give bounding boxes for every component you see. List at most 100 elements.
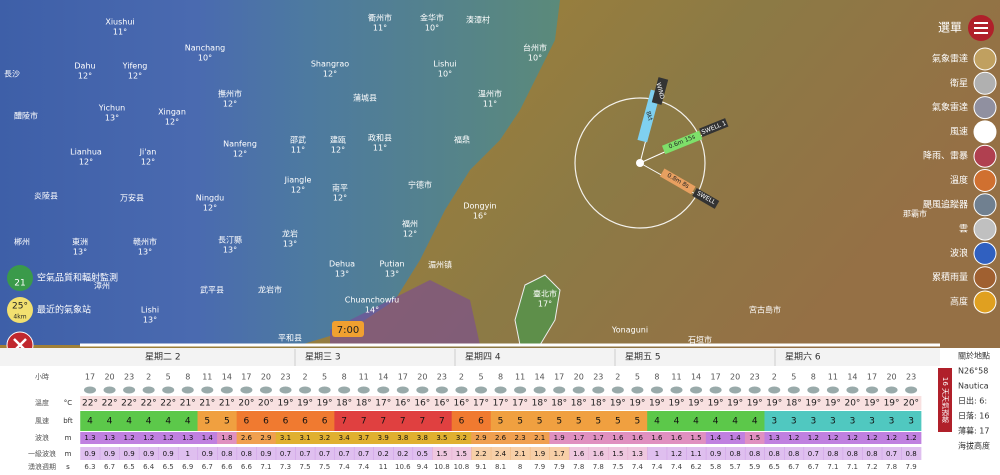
day-label: 星期四 4 [465, 352, 501, 363]
hour: 5 [478, 373, 483, 382]
wave: 1.2 [808, 434, 819, 442]
swell: 0.2 [378, 450, 389, 458]
menu-item[interactable]: 颶風追蹤器 [923, 198, 968, 210]
station-button[interactable] [7, 297, 33, 323]
weather-icon [553, 386, 566, 394]
swell-cell [451, 447, 472, 460]
temp-cell [334, 396, 355, 410]
menu-item[interactable]: 衛星 [950, 77, 968, 89]
wave-cell [529, 432, 550, 444]
wind-cell [236, 411, 257, 431]
wind-cell [432, 411, 453, 431]
wind: 7 [341, 417, 347, 427]
menu-icon[interactable] [973, 193, 997, 217]
hour: 14 [691, 373, 701, 382]
place-name: 赣州市 [133, 237, 157, 247]
temp: 22° [160, 399, 176, 409]
menu-icon[interactable] [973, 144, 997, 168]
row-unit: s [66, 463, 70, 471]
wind: 5 [498, 417, 504, 427]
menu-item[interactable]: 氣象雷達 [932, 101, 968, 113]
wind: 6 [263, 417, 269, 427]
temp-cell [666, 396, 687, 410]
menu-item[interactable]: 高度 [950, 296, 968, 308]
swell: 0.9 [104, 450, 115, 458]
hour: 14 [222, 373, 232, 382]
menu-item[interactable]: 雲 [959, 224, 968, 235]
wave-cell [705, 432, 726, 444]
swell: 0.8 [749, 450, 760, 458]
place-temp: 12° [291, 186, 305, 195]
temp-cell [529, 396, 550, 410]
temp-cell [705, 396, 726, 410]
menu-icon[interactable] [973, 266, 997, 290]
place-temp: 11° [291, 146, 305, 155]
wind: 4 [713, 417, 719, 427]
row-unit: m [65, 434, 72, 442]
menu-item[interactable]: 波浪 [950, 247, 968, 259]
wind-cell [393, 411, 414, 431]
place-name: 金华市 [420, 13, 444, 23]
wave: 1.3 [182, 434, 193, 442]
wave: 1.4 [730, 434, 742, 442]
hour: 2 [146, 373, 151, 382]
menu-icon[interactable] [973, 47, 997, 71]
menu-title[interactable]: 選單 [938, 21, 962, 35]
place-temp: 13° [223, 246, 237, 255]
temp-cell [627, 396, 648, 410]
time-badge[interactable] [332, 321, 364, 337]
wave-cell [138, 432, 159, 444]
wind: 4 [654, 417, 660, 427]
wind: 4 [732, 417, 738, 427]
temp-cell [295, 396, 316, 410]
menu-item[interactable]: 降雨、雷暴 [923, 150, 968, 162]
swell: 1.5 [436, 450, 447, 458]
menu-icon[interactable] [973, 169, 997, 192]
wave: 1.4 [202, 434, 214, 442]
menu-item[interactable]: 氣象雷達 [932, 53, 968, 65]
day-label: 星期三 3 [305, 352, 341, 363]
menu-item[interactable]: 累積雨量 [932, 271, 968, 283]
temp-cell [412, 396, 433, 410]
period: 7.5 [299, 463, 310, 471]
place-name: 東洲 [72, 237, 88, 247]
wind: 5 [615, 417, 621, 427]
swell-cell [236, 447, 257, 460]
menu-item[interactable]: 風速 [950, 126, 968, 137]
period: 6.4 [143, 463, 155, 471]
weather-icon [768, 386, 781, 394]
swell-cell [842, 447, 863, 460]
menu-icon[interactable] [973, 120, 997, 144]
menu-icon[interactable] [973, 241, 997, 265]
wind-cell [568, 411, 590, 431]
swell: 1 [655, 450, 659, 458]
menu-icon[interactable] [973, 71, 997, 95]
temp: 18° [336, 399, 352, 409]
air-button[interactable] [7, 265, 33, 291]
weather-icon [84, 386, 96, 394]
menu-icon[interactable] [973, 217, 997, 241]
weather-icon [396, 386, 409, 394]
temp: 22° [121, 399, 137, 409]
menu-item[interactable]: 溫度 [950, 174, 968, 186]
hour: 23 [124, 373, 134, 382]
hour: 17 [867, 373, 877, 382]
menu-icon[interactable] [973, 290, 997, 314]
place-temp: 12° [141, 158, 155, 167]
weather-icon [690, 386, 703, 394]
place-name: 龙岩市 [258, 285, 282, 295]
temp: 18° [571, 399, 587, 409]
swell-arm [639, 162, 720, 209]
swell: 1.1 [690, 450, 701, 458]
place-temp: 12° [403, 230, 417, 239]
temp: 20° [844, 399, 860, 409]
forecast-tab[interactable] [938, 368, 952, 432]
menu-icon[interactable] [973, 96, 997, 120]
place-temp: 12° [203, 204, 217, 213]
wind-cell [823, 411, 844, 431]
swell: 0.8 [221, 450, 232, 458]
wind: 3 [791, 417, 797, 427]
period: 6.3 [84, 463, 95, 471]
temp: 21° [199, 399, 215, 409]
wind: 7 [439, 417, 445, 427]
